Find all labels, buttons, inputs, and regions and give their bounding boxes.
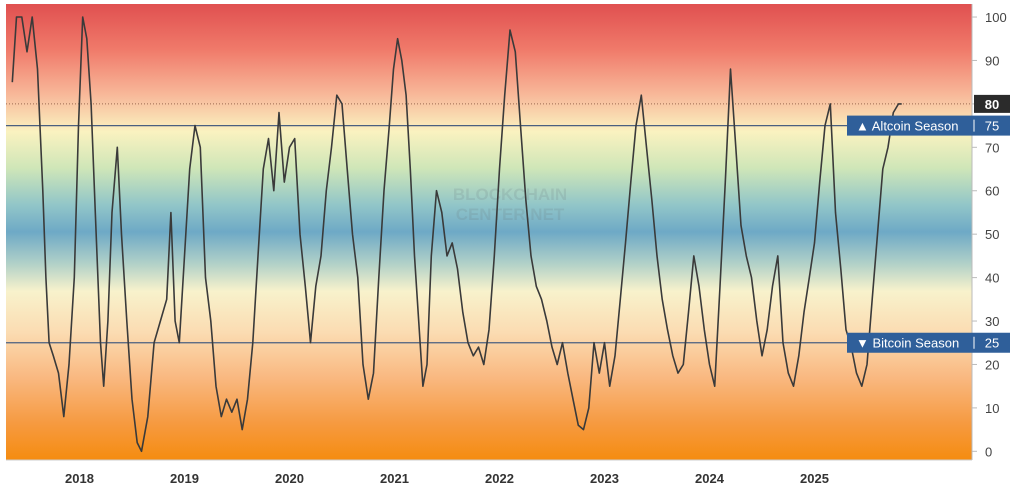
y-tick-label: 10 [985, 401, 999, 416]
y-tick-label: 50 [985, 227, 999, 242]
y-tick-label: 100 [985, 10, 1007, 25]
current-value-label: 80 [985, 97, 999, 112]
threshold-lines [6, 103, 972, 344]
x-tick-label: 2023 [590, 471, 619, 486]
x-tick-label: 2018 [65, 471, 94, 486]
x-tick-label: 2025 [800, 471, 829, 486]
y-tick-label: 30 [985, 314, 999, 329]
watermark: BLOCKCHAIN CENTER.NET [453, 185, 567, 224]
threshold-label: ▲ Altcoin Season [856, 119, 958, 134]
threshold-tag: ▲ Altcoin Season 75 [847, 115, 1010, 136]
y-tick-label: 40 [985, 271, 999, 286]
x-tick-label: 2020 [275, 471, 304, 486]
x-axis-ticks: 2018 2019 2020 2021 2022 2023 2024 2025 [65, 471, 829, 486]
x-tick-label: 2019 [170, 471, 199, 486]
y-tick-label: 90 [985, 53, 999, 68]
series-line [11, 16, 902, 453]
y-tick-label: 0 [985, 444, 992, 459]
watermark-line-1: BLOCKCHAIN [453, 185, 567, 204]
threshold-value-label: 25 [985, 336, 999, 351]
x-tick-label: 2024 [695, 471, 725, 486]
value-tags: 80 ▲ Altcoin Season 75 ▼ Bitcoin Season 25 [847, 94, 1010, 353]
y-axis-ticks: 0 10 20 30 40 50 60 70 80 90 100 [972, 10, 1007, 459]
threshold-tag: ▼ Bitcoin Season 25 [847, 332, 1010, 353]
x-tick-label: 2022 [485, 471, 514, 486]
threshold-value-label: 75 [985, 119, 999, 134]
threshold-label: ▼ Bitcoin Season [856, 336, 959, 351]
plot-background [6, 4, 972, 460]
current-value-tag: 80 [974, 94, 1010, 113]
y-tick-label: 60 [985, 184, 999, 199]
series-layer [11, 16, 902, 453]
y-tick-label: 70 [985, 140, 999, 155]
x-tick-label: 2021 [380, 471, 409, 486]
y-tick-label: 20 [985, 357, 999, 372]
watermark-line-2: CENTER.NET [456, 205, 565, 224]
